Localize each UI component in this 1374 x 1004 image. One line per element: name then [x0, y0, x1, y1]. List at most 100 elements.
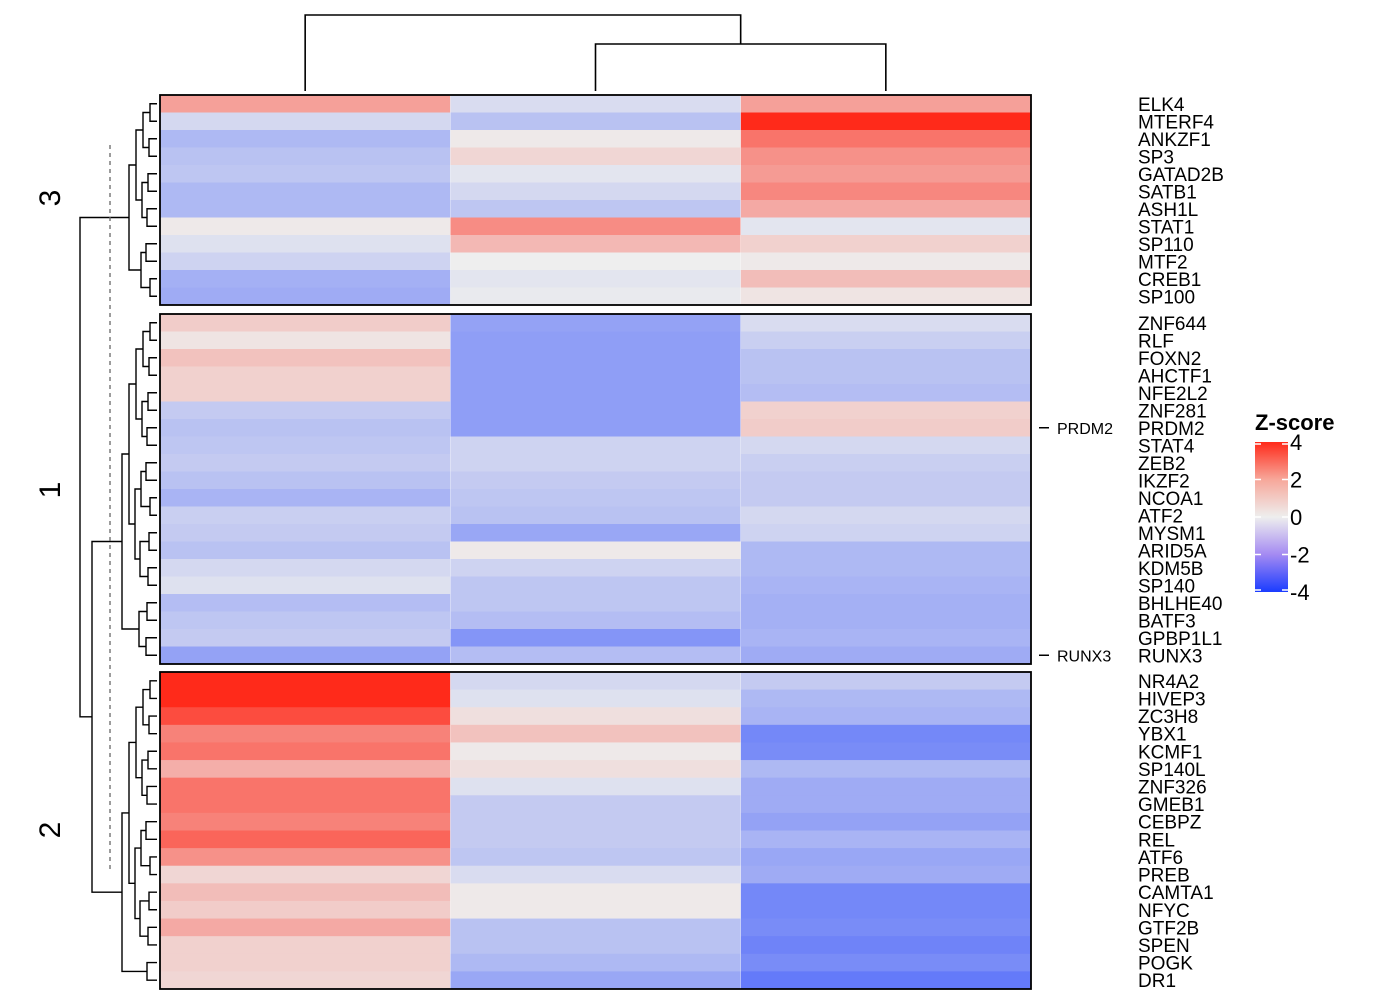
dendrogram-branch [149, 322, 157, 341]
heatmap-cell [160, 689, 451, 708]
gene-label: MYSM1 [1138, 524, 1206, 545]
gene-label: GMEB1 [1138, 795, 1205, 816]
dendrogram-branch [148, 715, 157, 735]
color-legend: Z-score 4 2 0 -2 -4 [1255, 410, 1334, 605]
heatmap-cell [160, 489, 451, 507]
annotation-label: RUNX3 [1057, 648, 1111, 665]
gene-label: ELK4 [1138, 95, 1185, 116]
heatmap-cell [160, 506, 451, 525]
heatmap-cell [740, 629, 1032, 647]
gene-label: HIVEP3 [1138, 689, 1206, 710]
heatmap-cell [160, 401, 451, 420]
gene-label: RLF [1138, 331, 1174, 352]
heatmap-cell [450, 419, 742, 437]
heatmap-cell [740, 471, 1032, 490]
heatmap-cell [160, 848, 451, 867]
gene-label: SPEN [1138, 936, 1190, 957]
heatmap-cell [160, 270, 451, 288]
gene-label: KDM5B [1138, 559, 1203, 580]
heatmap-cell [450, 471, 742, 490]
gene-label: GTF2B [1138, 918, 1199, 939]
heatmap-cell [740, 795, 1032, 814]
heatmap-cell [450, 200, 742, 218]
cluster-frames [159, 94, 1032, 990]
heatmap-cell [160, 594, 451, 612]
dendrogram-branch [147, 750, 157, 770]
heatmap-cell [160, 147, 451, 166]
heatmap-cell [740, 331, 1032, 350]
heatmap-cell [450, 401, 742, 420]
dendrogram-branch [147, 926, 157, 946]
heatmap-cell [450, 629, 742, 647]
heatmap-cell [740, 436, 1032, 455]
heatmap-cell [450, 812, 742, 831]
heatmap-cell [740, 200, 1032, 218]
heatmap-cell [160, 812, 451, 831]
gene-label: SP3 [1138, 147, 1174, 168]
heatmap-cell [740, 611, 1032, 630]
heatmap-cell [740, 252, 1032, 271]
column-dendrogram [304, 14, 887, 91]
heatmap-cell [450, 506, 742, 525]
dendrogram-branch [146, 785, 157, 805]
heatmap-cell [740, 95, 1032, 113]
heatmap-cell [740, 524, 1032, 542]
heatmap-cell [450, 489, 742, 507]
dendrogram-branch [145, 462, 157, 481]
gene-label: ANKZF1 [1138, 130, 1211, 151]
gene-label: ARID5A [1138, 541, 1207, 562]
cluster-label: 1 [34, 482, 67, 499]
gene-label: STAT4 [1138, 436, 1195, 457]
heatmap-cell [450, 112, 742, 131]
gene-label: ZEB2 [1138, 454, 1186, 475]
heatmap-cell [160, 235, 451, 253]
heatmap-cell [160, 611, 451, 630]
heatmap-cell [740, 454, 1032, 472]
heatmap-cell [450, 270, 742, 288]
dendrogram-branch [145, 243, 157, 262]
heatmap-cell [740, 812, 1032, 831]
gene-label: PREB [1138, 866, 1190, 887]
heatmap-cell [450, 918, 742, 937]
heatmap-cell [160, 436, 451, 455]
dendrogram-branch [147, 392, 157, 411]
heatmap-cell [160, 830, 451, 849]
heatmap-cell [740, 777, 1032, 796]
gene-label: ZC3H8 [1138, 707, 1198, 728]
gene-label: CREB1 [1138, 270, 1201, 291]
heatmap-cell [450, 672, 742, 691]
heatmap-cell [740, 147, 1032, 166]
heatmap-cell [740, 270, 1032, 288]
heatmap-cell [740, 576, 1032, 595]
heatmap-cell [740, 235, 1032, 253]
heatmap-cell [740, 419, 1032, 437]
heatmap-cell [160, 314, 451, 332]
dendrogram-branch [594, 43, 887, 91]
dendrogram-branch [149, 680, 157, 700]
dendrogram-branch [149, 103, 157, 122]
heatmap-cell [740, 401, 1032, 420]
heatmap-cell [740, 182, 1032, 201]
heatmap-cell [740, 217, 1032, 236]
heatmap-cell [740, 489, 1032, 507]
heatmap-cells [160, 95, 1032, 990]
heatmap-cell [160, 971, 451, 990]
heatmap-cell [450, 707, 742, 726]
gene-label: RUNX3 [1138, 646, 1202, 667]
annotation-label: PRDM2 [1057, 421, 1113, 438]
gene-label: DR1 [1138, 971, 1176, 992]
heatmap-cell [450, 436, 742, 455]
heatmap-cell [450, 559, 742, 577]
heatmap-cell [740, 830, 1032, 849]
dendrogram-branch [79, 216, 129, 718]
heatmap-cell [740, 672, 1032, 691]
heatmap-cell [160, 419, 451, 437]
dendrogram-branch [148, 532, 157, 551]
heatmap-cell [740, 287, 1032, 306]
heatmap-cell [160, 559, 451, 577]
dendrogram-branch [145, 820, 157, 841]
heatmap-cell [740, 349, 1032, 367]
gene-label: GPBP1L1 [1138, 629, 1223, 650]
dendrogram-branch [91, 540, 122, 893]
heatmap-cell [160, 454, 451, 472]
